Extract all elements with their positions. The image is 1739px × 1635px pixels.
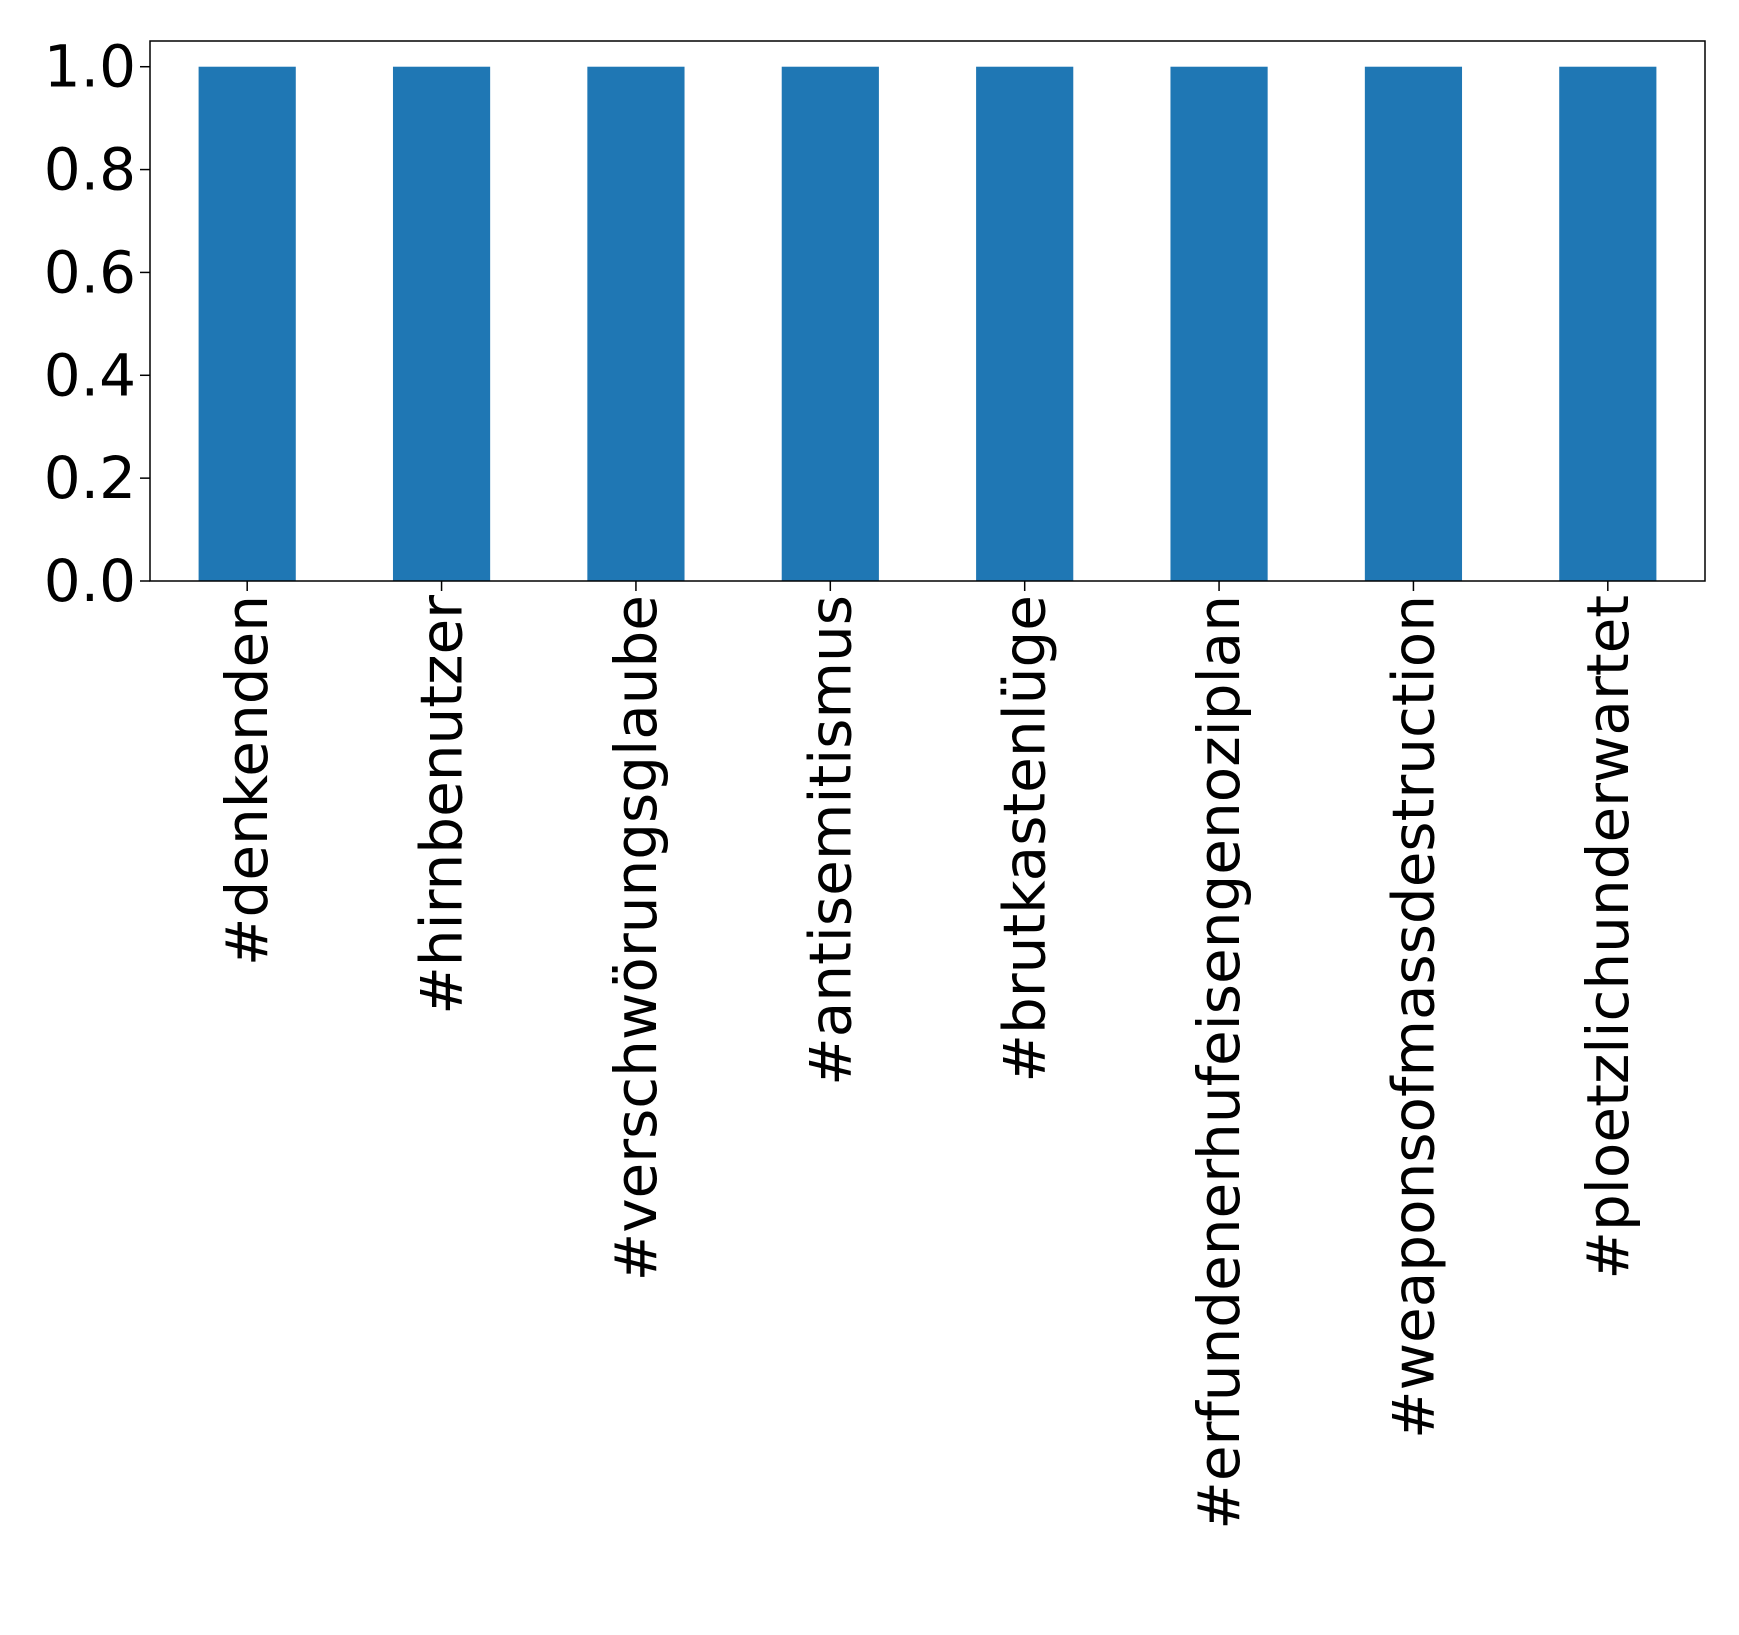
x-tick-label-3: #antisemitismus xyxy=(796,595,864,1086)
y-axis: 0.0 0.2 0.4 0.6 0.8 1.0 xyxy=(44,33,150,615)
bar-7 xyxy=(1559,66,1657,581)
bar-3 xyxy=(781,66,879,581)
y-tick-label-4: 0.8 xyxy=(44,136,136,204)
plot-frame xyxy=(149,40,1706,582)
x-tick-label-0: #denkenden xyxy=(213,595,281,966)
x-axis: #denkenden #hirnbenutzer #verschwörungsgla… xyxy=(213,581,1642,1530)
bar-0 xyxy=(198,66,296,581)
x-tick-label-1: #hirnbenutzer xyxy=(408,595,476,1015)
x-tick-label-5: #erfundenerhufeisengenoziplan xyxy=(1185,595,1253,1530)
bar-1 xyxy=(392,66,491,581)
x-tick-label-6: #weaponsofmassdestruction xyxy=(1379,595,1447,1439)
y-tick-label-1: 0.2 xyxy=(44,444,136,512)
y-tick-label-0: 0.0 xyxy=(44,547,136,615)
bars-layer xyxy=(198,66,1657,581)
x-tick-label-4: #brutkastenlüge xyxy=(991,595,1059,1083)
bar-5 xyxy=(1170,66,1268,581)
x-tick-label-7: #ploetzlichunderwartet xyxy=(1574,595,1642,1280)
y-tick-label-3: 0.6 xyxy=(44,238,136,306)
y-tick-label-2: 0.4 xyxy=(44,341,136,409)
bar-2 xyxy=(587,66,685,581)
bar-6 xyxy=(1364,66,1463,581)
bar-4 xyxy=(976,66,1074,581)
x-tick-label-2: #verschwörungsglaube xyxy=(602,595,670,1281)
y-tick-label-5: 1.0 xyxy=(44,33,136,101)
